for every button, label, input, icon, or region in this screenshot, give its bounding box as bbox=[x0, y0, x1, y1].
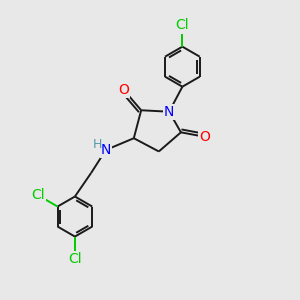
Text: Cl: Cl bbox=[31, 188, 45, 202]
Text: H: H bbox=[92, 138, 102, 151]
Text: O: O bbox=[118, 82, 129, 97]
Text: N: N bbox=[164, 105, 174, 119]
Text: N: N bbox=[100, 143, 111, 157]
Text: Cl: Cl bbox=[176, 18, 189, 32]
Text: Cl: Cl bbox=[68, 252, 82, 266]
Text: O: O bbox=[199, 130, 210, 144]
